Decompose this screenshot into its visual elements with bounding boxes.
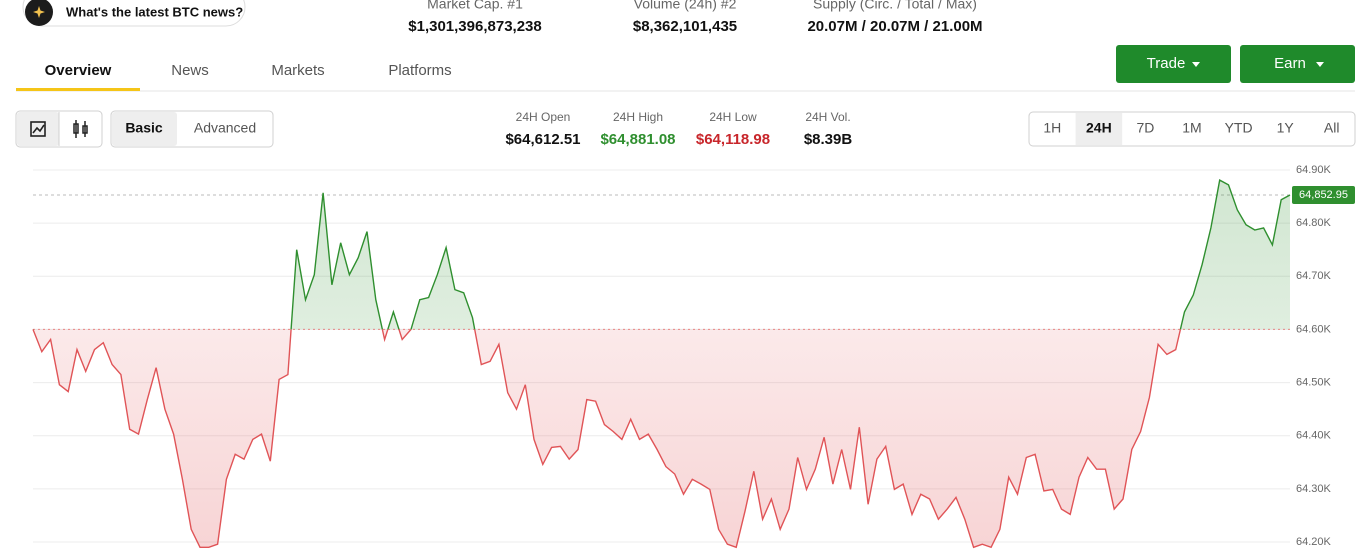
y-tick-label: 64.70K bbox=[1296, 270, 1332, 282]
y-tick-label: 64.60K bbox=[1296, 323, 1332, 335]
y-tick-label: 64.20K bbox=[1296, 536, 1332, 548]
range-value: $64,881.08 bbox=[600, 131, 675, 148]
icons bbox=[15, 110, 103, 148]
y-tick-label: 64.40K bbox=[1296, 430, 1332, 442]
y-tick-label: 64.80K bbox=[1296, 217, 1332, 229]
caret bbox=[1192, 62, 1200, 67]
chart: 64.90K 64.80K 64.70K 64.60K 64.50K 64.40K 64.3… bbox=[32, 164, 1355, 549]
area-down bbox=[33, 329, 1290, 548]
tab[interactable]: Overview bbox=[45, 62, 112, 79]
sparkle bbox=[33, 6, 45, 18]
action-label[interactable]: Earn bbox=[1274, 55, 1306, 72]
assistant-prompt-button[interactable] bbox=[22, 0, 246, 27]
stat-value: $1,301,396,873,238 bbox=[408, 18, 541, 35]
range-label: 24H Low bbox=[709, 110, 757, 124]
caret bbox=[1316, 62, 1324, 67]
active-tab-indicator bbox=[16, 88, 140, 91]
assistant-prompt[interactable]: What's the latest BTC news? bbox=[66, 4, 243, 19]
timeframe-active[interactable] bbox=[1075, 113, 1123, 145]
line-icon-stroke bbox=[32, 124, 45, 134]
range-value: $8.39B bbox=[804, 131, 853, 148]
action-button[interactable] bbox=[1116, 45, 1231, 83]
range-label: 24H Vol. bbox=[805, 110, 850, 124]
chart-style[interactable]: Basic bbox=[125, 120, 163, 136]
timeframe[interactable]: 1Y bbox=[1277, 120, 1295, 136]
y-tick-label: 64.30K bbox=[1296, 483, 1332, 495]
last-price-tag bbox=[1292, 185, 1355, 204]
tab[interactable]: News bbox=[171, 62, 209, 79]
area-up bbox=[33, 180, 1290, 330]
stat-value: $8,362,101,435 bbox=[633, 18, 737, 35]
timeframe[interactable]: 1H bbox=[1043, 120, 1061, 136]
stat-label: Volume (24h) #2 bbox=[634, 0, 737, 12]
tab[interactable]: Markets bbox=[271, 62, 324, 79]
range-value: $64,118.98 bbox=[696, 131, 770, 148]
y-tick-label: 64.50K bbox=[1296, 376, 1332, 388]
tab[interactable]: Platforms bbox=[388, 62, 451, 79]
stat-value: 20.07M / 20.07M / 21.00M bbox=[807, 18, 982, 35]
y-tick-label: 64.90K bbox=[1296, 164, 1332, 176]
stat-label: Supply (Circ. / Total / Max) bbox=[813, 0, 977, 12]
timeframe[interactable]: 1M bbox=[1182, 120, 1201, 136]
chart-style-active[interactable] bbox=[112, 112, 177, 146]
line-icon bbox=[30, 121, 46, 137]
range-label: 24H Open bbox=[516, 110, 571, 124]
action-button[interactable] bbox=[1240, 45, 1355, 83]
range-value: $64,612.51 bbox=[505, 131, 580, 148]
range-label: 24H High bbox=[613, 110, 663, 124]
price-line-down bbox=[32, 329, 1182, 549]
timeframe[interactable]: 7D bbox=[1136, 120, 1154, 136]
timeframe[interactable]: All bbox=[1324, 120, 1340, 136]
timeframe[interactable]: 24H bbox=[1086, 120, 1112, 136]
timeframe[interactable]: YTD bbox=[1225, 120, 1253, 136]
last-price-label: 64,852.95 bbox=[1299, 189, 1348, 201]
candle-icon bbox=[73, 120, 88, 138]
chart-style[interactable]: Advanced bbox=[194, 120, 256, 136]
stat-label: Market Cap. #1 bbox=[427, 0, 523, 12]
action-label[interactable]: Trade bbox=[1147, 55, 1186, 72]
